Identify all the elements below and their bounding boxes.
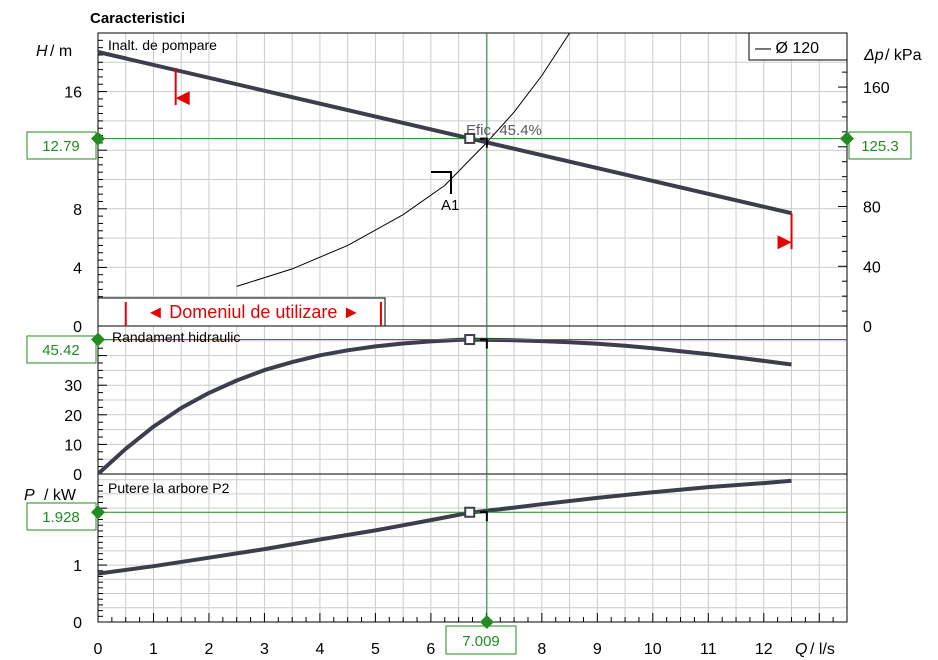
power-panel-title: Putere la arbore P2 xyxy=(108,480,230,496)
tick-label-flow: 5 xyxy=(371,641,380,658)
tick-label-power: 1 xyxy=(73,558,82,575)
power-readout: 1.928 xyxy=(42,509,80,526)
tick-label-head: 8 xyxy=(73,202,82,219)
efficiency-readout-diamond xyxy=(91,332,105,347)
head-operating-marker xyxy=(479,137,488,148)
operating-range: ◄ Domeniul de utilizare ► xyxy=(97,68,793,327)
flow-axis-unit: / l/s xyxy=(810,641,835,658)
tick-label-efficiency: 0 xyxy=(73,467,82,484)
legend: — Ø 120 xyxy=(748,32,848,61)
system-curve-label: A1 xyxy=(441,197,459,214)
head-readout-diamond xyxy=(91,131,105,146)
flow-readout-box xyxy=(445,625,517,655)
tick-label-pressure: 160 xyxy=(863,80,890,97)
flow-axis-symbol: Q xyxy=(795,641,807,658)
flow-readout-diamond xyxy=(479,615,494,629)
power-axis-unit: / kW xyxy=(44,487,77,504)
power-axis-symbol: P xyxy=(24,487,35,504)
pressure-readout-box xyxy=(848,131,912,160)
tick-label-pressure: 0 xyxy=(863,319,872,336)
power-operating-marker xyxy=(479,511,488,522)
efficiency-panel-title: Randament hidraulic xyxy=(112,329,240,345)
legend-entry: — Ø 120 xyxy=(755,40,819,57)
tick-label-efficiency: 30 xyxy=(64,378,82,395)
system-curve-label-bracket xyxy=(431,171,452,194)
tick-label-flow: 11 xyxy=(700,641,717,658)
power-readout-box xyxy=(26,502,97,531)
tick-label-flow: 4 xyxy=(315,641,324,658)
pressure-readout-diamond xyxy=(840,131,854,146)
tick-label-power: 0 xyxy=(73,615,82,632)
efficiency-readout: 45.42 xyxy=(42,342,80,359)
power-axis-title: P / kW xyxy=(24,487,77,504)
tick-label-flow: 3 xyxy=(260,641,269,658)
chart-title: Caracteristici xyxy=(90,10,185,27)
head-axis-title: H / m xyxy=(36,43,72,60)
tick-label-flow: 12 xyxy=(755,641,773,658)
tick-label-head: 4 xyxy=(73,260,82,277)
tick-label-flow: 9 xyxy=(593,641,602,658)
pressure-axis-title: Δp / kPa xyxy=(863,47,922,64)
system-curve-label-marker: A1 xyxy=(431,171,459,214)
efficiency-operating-marker xyxy=(479,338,488,349)
head-panel-title: Inalt. de pompare xyxy=(108,37,217,53)
tick-marks xyxy=(97,39,847,623)
power-readout-diamond xyxy=(91,505,105,520)
efficiency-annotation: Efic. 45.4% xyxy=(466,122,542,139)
pressure-axis-symbol: Δp xyxy=(863,47,884,64)
head-range-start-arrow xyxy=(175,91,190,106)
power-efficiency-marker xyxy=(464,506,476,518)
tick-label-flow: 0 xyxy=(94,641,103,658)
efficiency-peak-marker xyxy=(464,334,476,346)
system-curve xyxy=(236,33,571,287)
legend-box xyxy=(748,32,848,61)
pressure-axis-unit: / kPa xyxy=(885,47,922,64)
operating-point-markers xyxy=(91,131,854,629)
head-readout-box xyxy=(26,131,97,160)
operating-point-readouts: 12.79 125.3 45.42 1.928 7.009 xyxy=(26,131,912,655)
tick-label-head: 16 xyxy=(64,85,82,102)
tick-label-flow: 6 xyxy=(426,641,435,658)
tick-label-flow: 10 xyxy=(644,641,662,658)
tick-label-head: 0 xyxy=(73,319,82,336)
tick-label-flow: 1 xyxy=(149,641,158,658)
head-efficiency-marker xyxy=(464,132,476,144)
range-label: ◄ Domeniul de utilizare ► xyxy=(146,302,360,322)
tick-label-pressure: 80 xyxy=(863,200,881,217)
tick-labels: 01234567891011120481604080160010203001 xyxy=(64,80,890,658)
efficiency-readout-box xyxy=(26,335,97,364)
flow-readout: 7.009 xyxy=(462,633,500,650)
tick-label-pressure: 40 xyxy=(863,259,881,276)
pressure-readout: 125.3 xyxy=(861,138,899,155)
tick-label-flow: 2 xyxy=(205,641,214,658)
head-axis-unit: / m xyxy=(50,43,72,60)
head-readout: 12.79 xyxy=(42,138,80,155)
head-range-end-arrow xyxy=(777,235,792,250)
head-axis-symbol: H xyxy=(36,43,48,60)
tick-label-efficiency: 10 xyxy=(64,437,82,454)
efficiency-curve xyxy=(98,337,792,474)
tick-label-efficiency: 20 xyxy=(64,408,82,425)
tick-label-flow: 8 xyxy=(537,641,546,658)
range-label-box xyxy=(97,297,386,327)
flow-axis-title: Q / l/s xyxy=(795,641,835,658)
head-curve xyxy=(97,50,792,216)
